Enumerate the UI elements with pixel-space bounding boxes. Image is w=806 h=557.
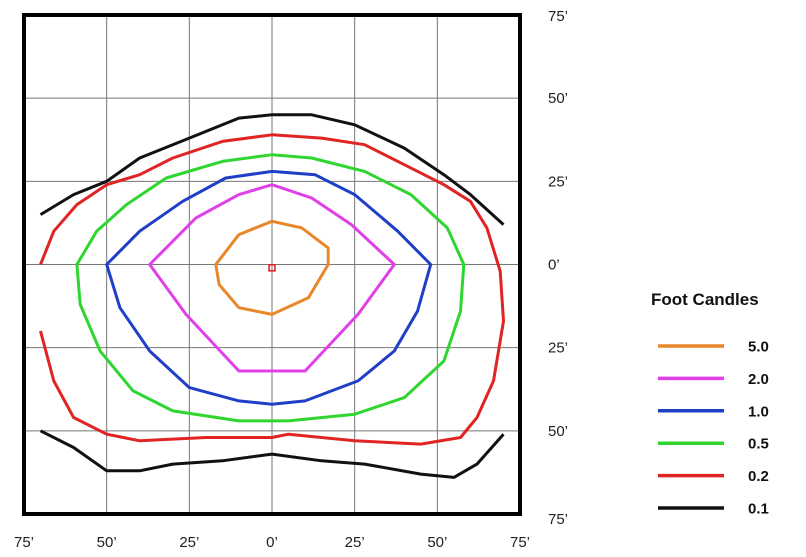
x-tick-label-1: 50’ <box>97 534 117 551</box>
contour-lines <box>39 113 505 479</box>
y-tick-label-3: 0’ <box>548 257 560 274</box>
legend-label-0-2: 0.2 <box>748 468 769 485</box>
contour-0-2-segment-0 <box>39 133 505 446</box>
x-tick-label-2: 25’ <box>179 534 199 551</box>
contour-1-0-segment-0 <box>105 169 433 406</box>
y-tick-label-1: 50’ <box>548 90 568 107</box>
legend-label-0-1: 0.1 <box>748 501 769 518</box>
y-tick-label-2: 25’ <box>548 173 568 190</box>
x-tick-label-3: 0’ <box>266 534 278 551</box>
x-tick-label-0: 75’ <box>14 534 34 551</box>
legend-label-2-0: 2.0 <box>748 371 769 388</box>
x-tick-label-5: 50’ <box>427 534 447 551</box>
contour-2-0-segment-0 <box>148 183 396 373</box>
y-tick-label-0: 75’ <box>548 8 568 25</box>
x-tick-label-4: 25’ <box>345 534 365 551</box>
contour-0-5-segment-0 <box>75 153 466 423</box>
legend-title: Foot Candles <box>651 290 759 309</box>
y-tick-label-5: 50’ <box>548 423 568 440</box>
contour-0-1-segment-1 <box>39 429 505 479</box>
plot-frame <box>22 13 522 516</box>
legend-label-1-0: 1.0 <box>748 403 769 420</box>
center-marker <box>268 264 276 272</box>
legend-label-5-0: 5.0 <box>748 339 769 356</box>
legend: Foot Candles 5.0 2.0 1.0 0.5 0.2 0.1 <box>651 290 769 518</box>
plot-border <box>22 13 522 516</box>
legend-label-0-5: 0.5 <box>748 436 769 453</box>
contour-5-0-segment-0 <box>214 219 330 316</box>
tick-labels: 75’ 50’ 25’ 0’ 25’ 50’ 75’ 75’ 50’ 25’ 0’ 25’ 50’ 75’ <box>14 8 568 551</box>
y-tick-label-4: 25’ <box>548 340 568 357</box>
contour-0-1-segment-0 <box>39 113 505 226</box>
y-tick-label-6: 75’ <box>548 511 568 528</box>
x-tick-label-6: 75’ <box>510 534 530 551</box>
